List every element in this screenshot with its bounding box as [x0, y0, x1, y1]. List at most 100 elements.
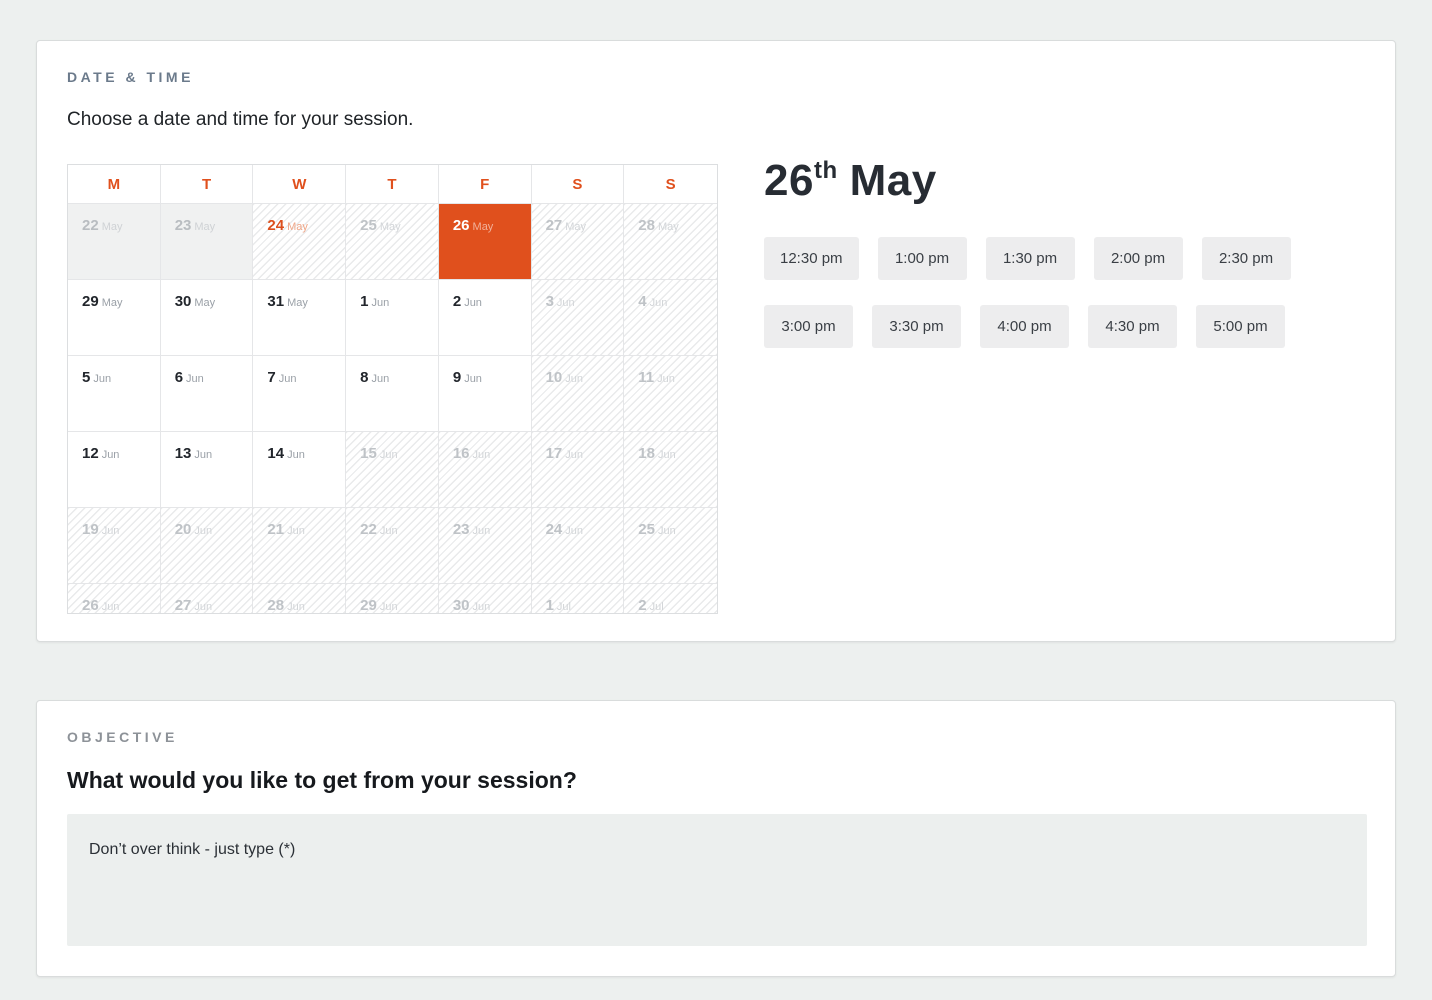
day-month: May [101, 221, 123, 233]
selected-day-panel: 26th May 12:30 pm 1:00 pm 1:30 pm 2:00 pm 2:3… [764, 159, 1324, 348]
day-month: Jun [101, 525, 120, 537]
calendar-day-30-may[interactable]: 30 May [160, 280, 254, 356]
calendar-day-24-jun: 24 Jun [531, 508, 625, 584]
day-number: 25 [360, 217, 377, 234]
day-month: May [565, 221, 587, 233]
calendar-day-23-may: 23 May [160, 204, 254, 280]
calendar-day-7-jun[interactable]: 7 Jun [253, 356, 347, 432]
weekday-header: T [346, 165, 439, 204]
day-number: 8 [360, 369, 369, 386]
day-month: Jun [194, 525, 213, 537]
day-number: 23 [452, 521, 470, 538]
day-number: 14 [267, 445, 285, 462]
day-number: 4 [638, 293, 647, 310]
day-month: Jun [287, 601, 305, 613]
selected-date-month: May [849, 156, 937, 205]
section-label-objective: OBJECTIVE [67, 729, 178, 745]
calendar-day-14-jun[interactable]: 14 Jun [253, 432, 347, 508]
day-number: 7 [267, 369, 276, 386]
calendar-day-27-may: 27 May [531, 204, 625, 280]
day-month: Jun [101, 449, 120, 461]
calendar-day-28-jun: 28 Jun [253, 584, 347, 613]
selected-date-ordinal: th [813, 157, 838, 184]
day-number: 23 [174, 217, 192, 234]
day-month: Jun [287, 449, 305, 461]
calendar-day-17-jun: 17 Jun [531, 432, 625, 508]
time-slot-button[interactable]: 3:00 pm [764, 305, 853, 348]
calendar-day-9-jun[interactable]: 9 Jun [438, 356, 532, 432]
calendar-day-23-jun: 23 Jun [438, 508, 532, 584]
time-slot-button[interactable]: 4:00 pm [980, 305, 1069, 348]
calendar-day-11-jun: 11 Jun [624, 356, 717, 432]
calendar-day-29-may[interactable]: 29 May [68, 280, 161, 356]
day-number: 3 [545, 293, 554, 310]
day-number: 30 [174, 293, 192, 310]
time-slot-button[interactable]: 3:30 pm [872, 305, 961, 348]
calendar-day-4-jun: 4 Jun [624, 280, 717, 356]
day-number: 26 [82, 597, 99, 614]
day-month: May [101, 297, 123, 309]
day-month: May [287, 221, 308, 233]
calendar-day-26-may[interactable]: 26 May [438, 204, 532, 280]
calendar-day-8-jun[interactable]: 8 Jun [346, 356, 439, 432]
calendar-day-12-jun[interactable]: 12 Jun [68, 432, 161, 508]
time-slot-button[interactable]: 12:30 pm [764, 237, 859, 280]
day-month: Jun [101, 601, 120, 613]
day-number: 11 [638, 369, 655, 386]
day-number: 26 [452, 217, 470, 234]
calendar-day-25-jun: 25 Jun [624, 508, 717, 584]
day-month: Jun [278, 373, 297, 385]
time-slot-button[interactable]: 2:00 pm [1093, 237, 1183, 280]
calendar-day-1-jun[interactable]: 1 Jun [346, 280, 439, 356]
time-slot-button[interactable]: 1:30 pm [985, 237, 1075, 280]
time-slot-button[interactable]: 2:30 pm [1201, 237, 1291, 280]
calendar-day-31-may[interactable]: 31 May [253, 280, 347, 356]
day-month: Jun [657, 373, 675, 385]
calendar-day-21-jun: 21 Jun [253, 508, 347, 584]
calendar-day-16-jun: 16 Jun [438, 432, 532, 508]
day-number: 24 [545, 521, 563, 538]
day-month: Jun [287, 525, 305, 537]
calendar-day-15-jun: 15 Jun [346, 432, 439, 508]
calendar-day-2-jul: 2 Jul [624, 584, 717, 613]
weekday-header: T [160, 165, 254, 204]
day-number: 29 [360, 597, 377, 614]
day-month: Jun [657, 525, 676, 537]
day-number: 25 [638, 521, 655, 538]
time-slot-button[interactable]: 5:00 pm [1196, 305, 1285, 348]
weekday-header: W [253, 165, 347, 204]
day-number: 1 [360, 293, 369, 310]
calendar-day-5-jun[interactable]: 5 Jun [68, 356, 161, 432]
objective-input[interactable] [67, 814, 1367, 946]
day-number: 24 [267, 217, 285, 234]
day-number: 29 [82, 293, 99, 310]
day-month: May [194, 297, 216, 309]
date-time-subtitle: Choose a date and time for your session. [67, 109, 414, 130]
selected-date-day: 26 [764, 156, 814, 205]
day-number: 20 [174, 521, 192, 538]
day-month: Jun [194, 601, 213, 613]
day-number: 9 [452, 369, 462, 386]
selected-date-heading: 26th May [764, 159, 1324, 203]
day-month: Jun [379, 525, 398, 537]
day-number: 16 [452, 445, 470, 462]
day-month: Jun [472, 525, 491, 537]
day-number: 22 [82, 217, 99, 234]
day-month: Jun [93, 373, 112, 385]
day-month: Jul [556, 601, 571, 613]
calendar-day-2-jun[interactable]: 2 Jun [438, 280, 532, 356]
calendar-day-10-jun: 10 Jun [531, 356, 625, 432]
time-slot-button[interactable]: 4:30 pm [1088, 305, 1177, 348]
day-month: May [287, 297, 308, 309]
time-slot-list: 12:30 pm 1:00 pm 1:30 pm 2:00 pm 2:30 pm 3:00… [764, 237, 1312, 348]
weekday-header: S [624, 165, 717, 204]
calendar-day-13-jun[interactable]: 13 Jun [160, 432, 254, 508]
objective-question: What would you like to get from your ses… [67, 767, 577, 793]
time-slot-button[interactable]: 1:00 pm [877, 237, 967, 280]
day-month: Jun [464, 297, 482, 309]
day-month: Jun [472, 449, 491, 461]
day-number: 10 [545, 369, 563, 386]
day-number: 12 [82, 445, 99, 462]
calendar-day-24-may[interactable]: 24 May [253, 204, 347, 280]
calendar-day-6-jun[interactable]: 6 Jun [160, 356, 254, 432]
